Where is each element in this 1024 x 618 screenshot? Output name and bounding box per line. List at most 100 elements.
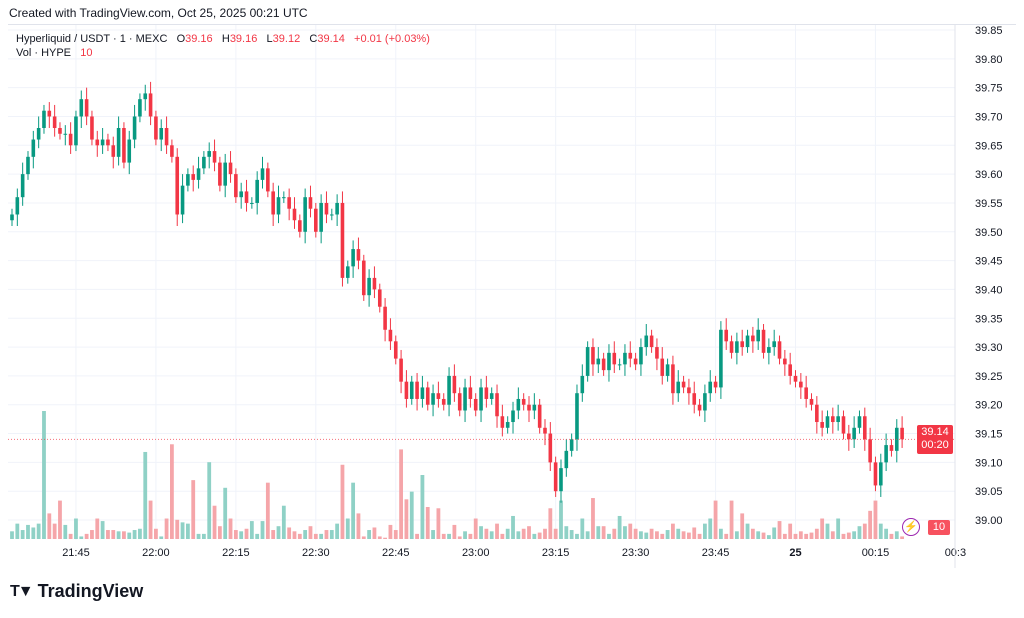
price-tick-label: 39.00 xyxy=(975,515,1003,527)
volume-bar xyxy=(281,505,286,539)
price-tick-label: 39.40 xyxy=(975,284,1003,296)
symbol-title[interactable]: Hyperliquid / USDT · 1 · MEXC xyxy=(16,33,168,45)
volume-bar xyxy=(132,530,137,539)
volume-bar xyxy=(527,526,531,539)
volume-bar xyxy=(729,500,734,539)
volume-bar xyxy=(479,526,483,539)
time-tick-label: 25 xyxy=(789,547,801,559)
volume-bar xyxy=(687,532,691,539)
volume-bar xyxy=(591,498,595,539)
volume-bar xyxy=(127,532,132,539)
candle-body xyxy=(260,168,265,180)
volume-bar xyxy=(447,533,451,539)
volume-bar xyxy=(122,531,126,539)
lightning-icon[interactable]: ⚡ xyxy=(902,518,920,536)
candle-body xyxy=(644,335,649,348)
candle-body xyxy=(580,375,585,394)
volume-bar xyxy=(297,533,302,539)
volume-bar xyxy=(276,526,281,539)
candle-body xyxy=(228,162,233,175)
candle-body xyxy=(761,329,766,353)
volume-bar xyxy=(681,531,686,539)
candle-body xyxy=(671,364,675,394)
candle-body xyxy=(186,174,190,186)
volume-bar xyxy=(628,523,633,539)
candle-body xyxy=(628,352,633,359)
candle-body xyxy=(409,381,414,399)
volume-bar xyxy=(473,518,478,539)
candle-body xyxy=(255,179,259,203)
tradingview-logo[interactable]: T▼ TradingView xyxy=(10,581,143,602)
candle-body xyxy=(617,364,622,366)
volume-bar xyxy=(463,531,467,539)
candle-body xyxy=(852,427,856,440)
candle-body xyxy=(159,128,164,140)
price-tick-label: 39.15 xyxy=(975,429,1003,441)
volume-bar xyxy=(511,515,515,539)
candle-body xyxy=(697,404,702,411)
volume-bar xyxy=(655,531,659,539)
candle-body xyxy=(729,341,734,353)
volume-bar xyxy=(185,523,190,539)
volume-bar xyxy=(580,518,585,539)
volume-bar xyxy=(596,526,601,539)
candle-body xyxy=(687,387,691,394)
time-tick-label: 21:45 xyxy=(62,547,90,559)
candle-body xyxy=(63,133,68,135)
candle-body xyxy=(415,381,419,399)
volume-bar xyxy=(505,528,510,539)
candle-body xyxy=(847,433,851,440)
volume-bar xyxy=(431,530,435,539)
volume-bar xyxy=(409,491,414,539)
price-tick-label: 39.65 xyxy=(975,140,1003,152)
volume-bar xyxy=(777,521,782,539)
candle-body xyxy=(772,341,776,348)
candle-body xyxy=(31,139,36,157)
volume-bar xyxy=(793,533,798,539)
volume-bar xyxy=(63,524,68,539)
volume-bar xyxy=(452,524,457,539)
candle-body xyxy=(452,375,457,394)
volume-bar xyxy=(308,526,313,539)
volume-bar xyxy=(900,536,905,539)
volume-bar xyxy=(84,533,89,539)
volume-bar xyxy=(26,524,30,539)
volume-bar xyxy=(585,531,590,539)
candle-body xyxy=(26,156,30,175)
volume-bar xyxy=(255,533,260,539)
volume-label: Vol · HYPE xyxy=(16,47,72,59)
candle-body xyxy=(676,381,681,394)
volume-bar xyxy=(249,521,254,539)
candle-body xyxy=(820,422,824,428)
last-price-badge: 39.14 00:20 xyxy=(917,425,953,454)
candle-body xyxy=(521,398,526,405)
price-tick-label: 39.10 xyxy=(975,457,1003,469)
volume-bar xyxy=(95,518,100,539)
volume-bar xyxy=(15,523,20,539)
created-with-caption: Created with TradingView.com, Oct 25, 20… xyxy=(9,6,308,20)
low-label: L xyxy=(266,33,273,45)
time-tick-label: 23:00 xyxy=(462,547,490,559)
candle-body xyxy=(58,128,62,134)
volume-bar xyxy=(633,528,638,539)
candle-body xyxy=(585,347,590,376)
close-label: C xyxy=(309,33,318,45)
low-value: 39.12 xyxy=(272,33,301,45)
volume-bar xyxy=(825,523,830,539)
volume-bar xyxy=(644,532,649,539)
candle-body xyxy=(703,393,707,411)
candle-body xyxy=(612,352,617,365)
high-value: 39.16 xyxy=(229,33,258,45)
volume-bar xyxy=(170,444,174,539)
time-tick-label: 22:30 xyxy=(302,547,330,559)
volume-bar xyxy=(292,531,297,539)
price-tick-label: 39.45 xyxy=(975,256,1003,268)
volume-bar xyxy=(846,532,851,539)
volume-bar xyxy=(356,513,361,539)
candle-body xyxy=(484,387,489,399)
volume-bar xyxy=(548,508,553,539)
candle-body xyxy=(468,387,473,399)
volume-bar xyxy=(841,533,846,539)
price-tick-label: 39.35 xyxy=(975,313,1003,325)
